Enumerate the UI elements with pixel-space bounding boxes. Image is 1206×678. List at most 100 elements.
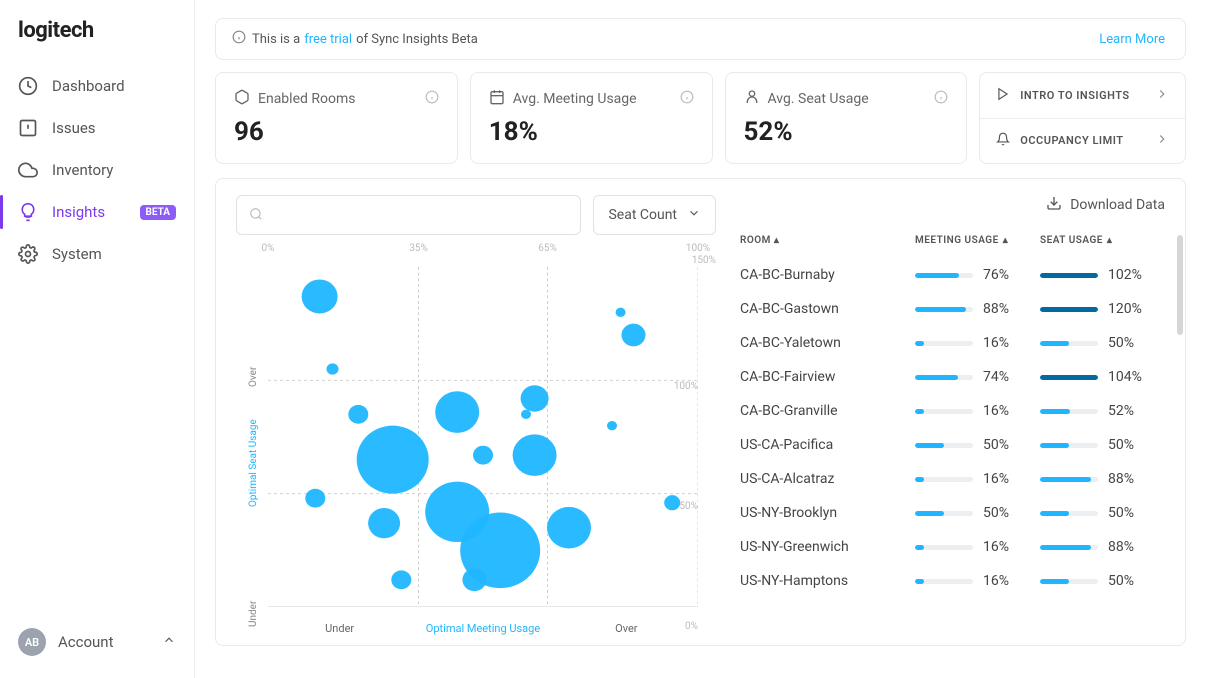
sidebar-item-insights[interactable]: InsightsBETA <box>0 191 194 233</box>
seat-usage-cell: 102% <box>1040 267 1165 283</box>
chart-bubble[interactable] <box>305 489 325 508</box>
meeting-usage-cell: 50% <box>915 505 1040 521</box>
sidebar-item-label: Inventory <box>52 161 113 179</box>
info-icon[interactable] <box>680 90 694 108</box>
column-meeting-sort[interactable]: MEETING USAGE ▴ <box>915 235 1040 246</box>
stat-card-meeting-usage: Avg. Meeting Usage 18% <box>470 72 713 164</box>
sidebar-nav: Dashboard Issues Inventory InsightsBETASyst… <box>0 65 194 618</box>
table-row[interactable]: CA-BC-Fairview 74% 104% <box>740 360 1165 394</box>
intro-to-insights-button[interactable]: INTRO TO INSIGHTS <box>980 73 1185 119</box>
room-cell: US-NY-Greenwich <box>740 539 915 555</box>
chart-bubble[interactable] <box>327 363 339 374</box>
meeting-usage-cell: 50% <box>915 437 1040 453</box>
table-row[interactable]: US-NY-Brooklyn 50% 50% <box>740 496 1165 530</box>
sidebar-item-inventory[interactable]: Inventory <box>0 149 194 191</box>
x-tick: 65% <box>538 243 557 254</box>
x-tick: 35% <box>409 243 428 254</box>
chart-bubble[interactable] <box>368 508 400 538</box>
room-cell: US-NY-Hamptons <box>740 573 915 589</box>
info-icon[interactable] <box>934 90 948 108</box>
chart-bubble[interactable] <box>547 507 591 549</box>
sidebar-item-dashboard[interactable]: Dashboard <box>0 65 194 107</box>
meeting-usage-cell: 16% <box>915 471 1040 487</box>
chart-bubble[interactable] <box>435 391 479 433</box>
sidebar-item-system[interactable]: System <box>0 233 194 275</box>
cloud-icon <box>18 160 38 180</box>
table-row[interactable]: US-CA-Alcatraz 16% 88% <box>740 462 1165 496</box>
search-input[interactable] <box>236 195 581 235</box>
seat-icon <box>744 89 760 109</box>
chevron-down-icon <box>687 206 701 224</box>
chart-bubble[interactable] <box>622 324 646 347</box>
meeting-usage-cell: 88% <box>915 301 1040 317</box>
column-room-sort[interactable]: ROOM ▴ <box>740 235 915 246</box>
beta-badge: BETA <box>140 205 177 220</box>
chart-bubble[interactable] <box>616 308 626 317</box>
gear-icon <box>18 244 38 264</box>
chevron-up-icon <box>162 633 176 651</box>
sort-icon: ▴ <box>1107 235 1113 246</box>
avatar: AB <box>18 628 46 656</box>
x-axis-segment-label: Optimal Meeting Usage <box>411 622 554 635</box>
chart-bubble[interactable] <box>462 568 486 591</box>
seat-count-select[interactable]: Seat Count <box>593 195 716 235</box>
chart-bubble[interactable] <box>521 385 549 411</box>
calendar-icon <box>489 89 505 109</box>
main-content: This is a free trial of Sync Insights Be… <box>195 0 1206 678</box>
chart-bubble[interactable] <box>473 446 493 465</box>
link-card: INTRO TO INSIGHTS OCCUPANCY LIMIT <box>979 72 1186 164</box>
table-row[interactable]: US-NY-Hamptons 16% 50% <box>740 564 1165 598</box>
x-tick: 0% <box>262 243 275 254</box>
meeting-usage-cell: 16% <box>915 403 1040 419</box>
room-cell: US-CA-Pacifica <box>740 437 915 453</box>
sidebar-item-issues[interactable]: Issues <box>0 107 194 149</box>
room-cell: US-CA-Alcatraz <box>740 471 915 487</box>
info-icon <box>232 30 246 48</box>
stats-row: Enabled Rooms 96 Avg. Meeting Usage 18% … <box>215 72 1186 164</box>
table-row[interactable]: US-NY-Greenwich 16% 88% <box>740 530 1165 564</box>
table-row[interactable]: US-CA-Pacifica 50% 50% <box>740 428 1165 462</box>
stat-value: 96 <box>234 117 439 147</box>
table-row[interactable]: CA-BC-Yaletown 16% 50% <box>740 326 1165 360</box>
column-seat-sort[interactable]: SEAT USAGE ▴ <box>1040 235 1165 246</box>
seat-usage-cell: 88% <box>1040 471 1165 487</box>
y-tick: 50% <box>679 501 698 512</box>
meeting-usage-cell: 74% <box>915 369 1040 385</box>
download-data-button[interactable]: Download Data <box>1046 195 1165 215</box>
room-cell: CA-BC-Granville <box>740 403 915 419</box>
trial-banner-suffix: of Sync Insights Beta <box>356 32 478 47</box>
stat-value: 18% <box>489 117 694 147</box>
meeting-usage-cell: 76% <box>915 267 1040 283</box>
stat-label: Enabled Rooms <box>258 91 355 107</box>
sidebar-item-label: Dashboard <box>52 77 125 95</box>
seat-usage-cell: 50% <box>1040 335 1165 351</box>
select-label: Seat Count <box>608 207 677 223</box>
scrollbar[interactable] <box>1177 235 1183 335</box>
trial-banner: This is a free trial of Sync Insights Be… <box>215 18 1186 60</box>
chart-bubble[interactable] <box>391 570 411 589</box>
occupancy-limit-button[interactable]: OCCUPANCY LIMIT <box>980 119 1185 164</box>
table-row[interactable]: CA-BC-Gastown 88% 120% <box>740 292 1165 326</box>
chart-bubble[interactable] <box>513 434 557 476</box>
meeting-usage-cell: 16% <box>915 335 1040 351</box>
chart-bubble[interactable] <box>302 279 338 313</box>
chart-bubble[interactable] <box>348 405 368 424</box>
chart-bubble[interactable] <box>607 421 617 430</box>
seat-usage-cell: 88% <box>1040 539 1165 555</box>
info-icon[interactable] <box>425 90 439 108</box>
chart-bubble[interactable] <box>521 410 531 419</box>
link-label: OCCUPANCY LIMIT <box>1020 134 1123 147</box>
chart-bubble[interactable] <box>357 426 429 494</box>
chart-bubble[interactable] <box>664 495 680 510</box>
issues-icon <box>18 118 38 138</box>
bell-icon <box>996 132 1010 149</box>
chevron-right-icon <box>1155 132 1169 149</box>
table-row[interactable]: CA-BC-Burnaby 76% 102% <box>740 258 1165 292</box>
link-label: INTRO TO INSIGHTS <box>1020 89 1129 102</box>
meeting-usage-cell: 16% <box>915 539 1040 555</box>
learn-more-link[interactable]: Learn More <box>1099 32 1165 47</box>
free-trial-link[interactable]: free trial <box>304 32 352 47</box>
table-row[interactable]: CA-BC-Granville 16% 52% <box>740 394 1165 428</box>
room-cell: CA-BC-Yaletown <box>740 335 915 351</box>
account-button[interactable]: AB Account <box>0 618 194 666</box>
